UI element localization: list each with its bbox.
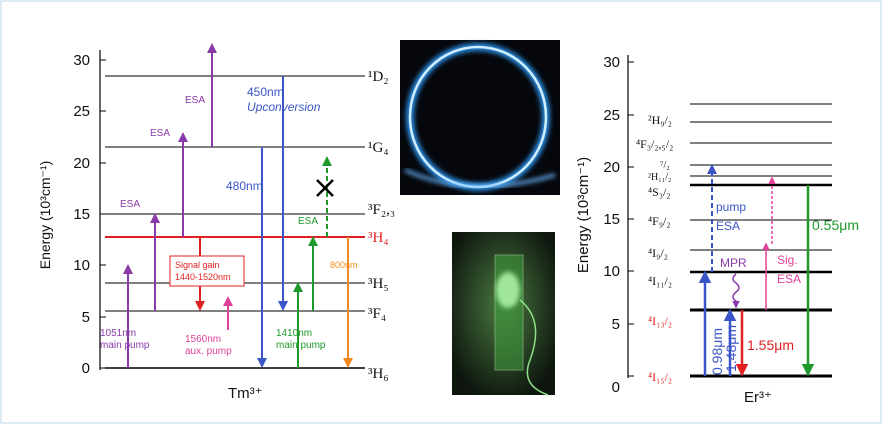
tick-label: 25	[603, 107, 620, 124]
level-label: ¹G₄	[368, 140, 389, 156]
annotation: main pump	[276, 340, 326, 351]
photo-background	[400, 40, 560, 195]
ion-label: Tm³⁺	[228, 385, 263, 402]
tick-label: 10	[73, 257, 90, 274]
tick-label: 5	[612, 316, 620, 333]
tick-label: 30	[603, 54, 620, 71]
annotation: 1051nm	[100, 328, 136, 339]
tick-label: 0	[82, 360, 90, 377]
annotation: 1.55μm	[747, 337, 794, 353]
level-label: ¹D₂	[368, 69, 389, 85]
annotation: 800nm	[330, 260, 358, 270]
level-label: ³H₅	[368, 276, 389, 292]
annotation: 1410nm	[276, 328, 312, 339]
tick-label: 20	[603, 159, 620, 176]
level-label: ⁴F₃/₂,₅/₂	[636, 137, 673, 151]
tick-label: 30	[73, 52, 90, 69]
annotation: ESA	[777, 272, 801, 286]
level-label: ⁷/₂	[660, 160, 670, 171]
annotation: ESA	[185, 95, 205, 106]
annotation: Sig.	[777, 253, 798, 267]
y-axis-label: Energy (10³cm⁻¹)	[37, 161, 53, 270]
annotation: 1.48μm	[723, 325, 739, 372]
annotation: Upconversion	[247, 100, 321, 114]
annotation: 450nm	[247, 85, 284, 99]
photo-cuvette	[452, 232, 555, 395]
level-label: ³H₄	[368, 230, 389, 246]
level-label: ²H₁₁/₂	[648, 172, 671, 183]
tick-label: 25	[73, 103, 90, 120]
level-label: ⁴S₃/₂	[648, 185, 671, 199]
level-label: ⁴F₉/₂	[648, 214, 671, 228]
annotation: ESA	[150, 128, 170, 139]
y-axis-label: Energy (10³cm⁻¹)	[575, 157, 592, 273]
figure: 0 5 10 15 20 25 30 Energy (10³cm⁻¹) ³H₆ …	[0, 0, 882, 424]
glow-spot	[496, 272, 520, 308]
tick-label: 5	[82, 309, 90, 326]
annotation: 1440-1520nm	[175, 272, 231, 282]
annotation: 0.55μm	[812, 217, 859, 233]
tick-label: 10	[603, 263, 620, 280]
annotation: aux. pump	[185, 346, 232, 357]
tick-label: 0	[612, 379, 620, 396]
annotation: ESA	[298, 216, 318, 227]
level-label: ³H₆	[368, 366, 389, 382]
level-label: ⁴I₁₅/₂	[648, 370, 672, 384]
tick-label: 15	[73, 206, 90, 223]
annotation: MPR	[720, 256, 747, 270]
level-label: ³F₄	[368, 306, 386, 322]
tick-label: 20	[73, 155, 90, 172]
annotation: 1560nm	[185, 334, 221, 345]
annotation: pump	[716, 200, 746, 214]
annotation: main pump	[100, 340, 150, 351]
photo-ring	[400, 40, 560, 195]
level-label: ⁴I₁₃/₂	[648, 314, 672, 328]
level-label: ⁴I₁₁/₂	[648, 274, 672, 288]
level-label: ³F₂,₃	[368, 202, 395, 218]
tick-label: 15	[603, 211, 620, 228]
annotation: 480nm	[226, 179, 263, 193]
level-label: ²H₉/₂	[648, 113, 672, 127]
annotation: Signal gain	[175, 260, 220, 270]
annotation: ESA	[716, 219, 740, 233]
level-label: ⁴I₉/₂	[648, 246, 668, 260]
ion-label: Er³⁺	[744, 389, 772, 406]
annotation: ESA	[120, 199, 140, 210]
